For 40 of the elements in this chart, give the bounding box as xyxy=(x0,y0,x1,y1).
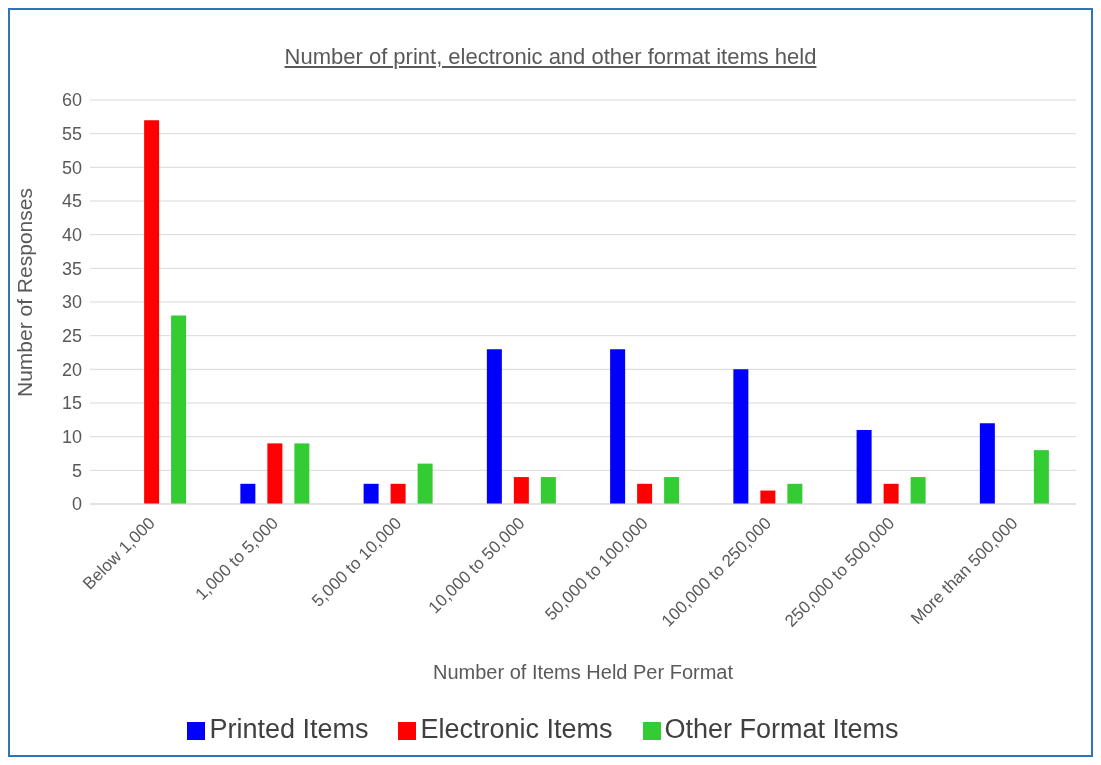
bar xyxy=(910,477,926,504)
bar xyxy=(856,429,872,504)
bar xyxy=(417,463,433,504)
y-tick-label: 35 xyxy=(61,258,82,279)
bar xyxy=(610,349,626,504)
legend-label: Printed Items xyxy=(209,714,369,744)
y-tick-label: 10 xyxy=(61,427,82,448)
chart-title: Number of print, electronic and other format items held xyxy=(283,44,818,70)
bar xyxy=(363,483,379,504)
legend-label: Electronic Items xyxy=(420,714,613,744)
bar xyxy=(540,477,556,504)
legend-label: Other Format Items xyxy=(664,714,899,744)
y-tick-label: 30 xyxy=(61,292,82,313)
bar xyxy=(637,483,653,504)
y-tick-label: 60 xyxy=(61,90,82,111)
y-tick-label: 15 xyxy=(61,393,82,414)
bar xyxy=(513,477,529,504)
y-tick-label: 50 xyxy=(61,157,82,178)
bar xyxy=(294,443,310,504)
bar xyxy=(171,315,187,504)
y-tick-label: 55 xyxy=(61,124,82,145)
y-tick-label: 0 xyxy=(71,494,82,515)
bar xyxy=(486,349,502,504)
y-axis-title: Number of Responses xyxy=(13,188,37,397)
bar xyxy=(1033,450,1049,504)
bar xyxy=(390,483,406,504)
y-tick-label: 40 xyxy=(61,225,82,246)
bar xyxy=(267,443,283,504)
y-tick-label: 5 xyxy=(71,460,82,481)
bar xyxy=(883,483,899,504)
x-axis-title: Number of Items Held Per Format xyxy=(432,661,734,683)
bar xyxy=(664,477,680,504)
bar xyxy=(733,369,749,504)
y-tick-label: 20 xyxy=(61,359,82,380)
bar xyxy=(240,483,256,504)
bar xyxy=(979,423,995,504)
y-tick-label: 45 xyxy=(61,191,82,212)
bar xyxy=(787,483,803,504)
y-tick-label: 25 xyxy=(61,326,82,347)
bar xyxy=(144,120,160,504)
